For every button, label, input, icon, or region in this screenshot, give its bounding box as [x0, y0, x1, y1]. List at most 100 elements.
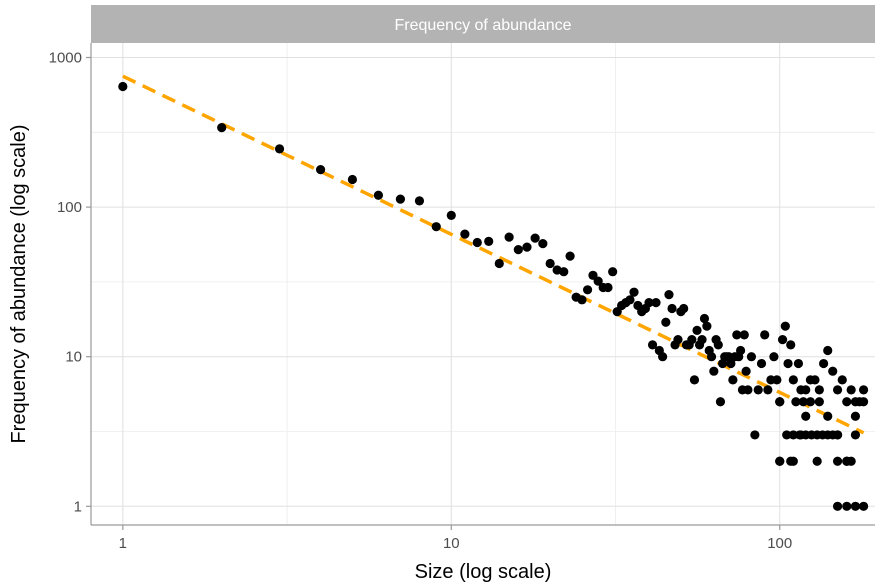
data-point	[858, 397, 869, 407]
data-point	[850, 397, 861, 407]
data-point	[715, 397, 726, 407]
data-point	[726, 358, 736, 369]
data-point	[484, 236, 494, 246]
x-tick-label: 10	[443, 535, 460, 552]
data-point	[832, 385, 843, 395]
data-point	[775, 456, 785, 466]
data-point	[823, 411, 833, 421]
grid	[91, 43, 875, 525]
data-point	[460, 229, 470, 239]
data-point	[504, 232, 514, 242]
data-point	[446, 210, 456, 221]
y-tick-label: 1000	[49, 49, 82, 66]
data-point	[373, 190, 384, 200]
data-point	[217, 122, 227, 133]
data-point	[651, 297, 661, 308]
data-point	[658, 352, 668, 362]
data-point	[735, 345, 746, 356]
data-point	[661, 317, 671, 327]
data-point	[793, 358, 804, 369]
data-point	[692, 325, 702, 335]
data-point	[769, 352, 779, 362]
data-point	[644, 297, 654, 308]
data-point	[842, 397, 852, 407]
data-point	[788, 375, 798, 385]
data-point	[828, 366, 838, 376]
data-point	[565, 251, 575, 261]
data-point	[706, 352, 717, 362]
data-point	[788, 456, 798, 466]
data-point	[846, 385, 856, 395]
data-point	[647, 340, 658, 350]
data-point	[582, 285, 593, 295]
data-point	[777, 335, 788, 345]
x-tick-label: 1	[119, 535, 127, 552]
data-point	[315, 165, 326, 175]
data-point	[522, 242, 532, 252]
data-point	[818, 358, 829, 369]
chart-title: Frequency of abundance	[394, 17, 571, 34]
data-point	[472, 237, 482, 248]
data-point	[732, 330, 742, 340]
data-point	[603, 282, 613, 293]
y-axis-title: Frequency of abundance (log scale)	[8, 124, 30, 443]
data-point	[743, 385, 753, 395]
data-point	[689, 375, 700, 385]
data-point	[850, 430, 861, 440]
y-tick-label: 1	[74, 498, 82, 515]
x-tick-label: 100	[767, 535, 792, 552]
data-point	[741, 366, 751, 376]
data-point	[347, 174, 358, 185]
data-point	[812, 430, 822, 440]
data-point	[667, 303, 677, 314]
data-point	[850, 501, 861, 511]
data-point	[608, 267, 618, 277]
facet-strip	[91, 5, 875, 43]
data-point	[823, 345, 833, 356]
data-point	[842, 501, 852, 511]
data-point	[431, 222, 441, 232]
data-point	[814, 397, 824, 407]
data-point	[775, 397, 785, 407]
data-point	[673, 335, 683, 345]
y-tick-label: 100	[57, 199, 82, 216]
x-axis-title: Size (log scale)	[415, 561, 552, 583]
data-point	[805, 397, 816, 407]
data-point	[513, 244, 523, 255]
data-point	[791, 397, 801, 407]
data-point	[798, 397, 808, 407]
data-point	[837, 375, 847, 385]
data-point	[629, 287, 639, 297]
data-point	[679, 303, 689, 314]
data-point	[786, 340, 796, 350]
data-point	[788, 430, 798, 440]
axis-ticks: 1 10 100 1 10 100 1000	[49, 49, 793, 552]
data-point	[763, 385, 773, 395]
data-point	[801, 411, 811, 421]
data-point	[702, 321, 712, 331]
data-point	[274, 144, 285, 154]
data-point	[664, 290, 674, 300]
y-tick-label: 10	[65, 349, 82, 366]
data-point	[783, 358, 793, 369]
data-point	[545, 258, 555, 269]
data-point	[713, 340, 723, 350]
data-point	[760, 330, 770, 340]
data-point	[538, 239, 548, 249]
data-point	[593, 276, 603, 286]
data-point	[697, 335, 707, 345]
data-point	[750, 430, 760, 440]
data-point	[850, 411, 861, 421]
data-point	[812, 456, 822, 466]
point-layer	[118, 81, 869, 511]
data-point	[699, 313, 710, 324]
data-point	[494, 258, 504, 269]
data-point	[530, 233, 540, 243]
data-point	[782, 430, 792, 440]
data-point	[858, 385, 869, 395]
data-point	[858, 501, 869, 511]
data-point	[832, 430, 843, 440]
data-point	[625, 295, 635, 305]
data-point	[832, 501, 843, 511]
